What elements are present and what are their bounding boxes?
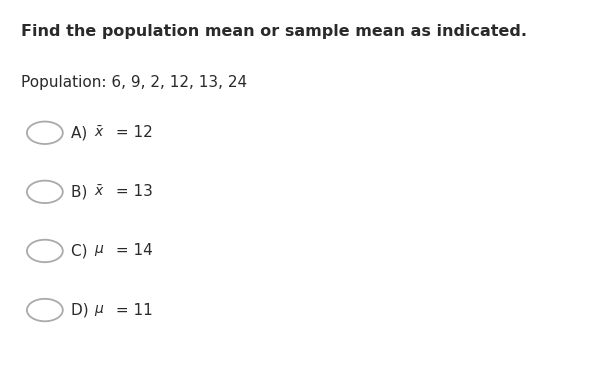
- Text: B): B): [71, 184, 92, 199]
- Text: $\bar{x}$: $\bar{x}$: [94, 184, 105, 199]
- Text: $\mu$: $\mu$: [94, 303, 105, 318]
- Text: = 11: = 11: [111, 303, 152, 318]
- Text: $\bar{x}$: $\bar{x}$: [94, 125, 105, 140]
- Text: A): A): [71, 125, 91, 140]
- Text: = 13: = 13: [111, 184, 152, 199]
- Text: Find the population mean or sample mean as indicated.: Find the population mean or sample mean …: [21, 24, 527, 39]
- Text: D): D): [71, 303, 93, 318]
- Text: = 12: = 12: [111, 125, 152, 140]
- Text: Population: 6, 9, 2, 12, 13, 24: Population: 6, 9, 2, 12, 13, 24: [21, 75, 247, 90]
- Text: C): C): [71, 243, 92, 258]
- Text: $\mu$: $\mu$: [94, 243, 105, 258]
- Text: = 14: = 14: [111, 243, 152, 258]
